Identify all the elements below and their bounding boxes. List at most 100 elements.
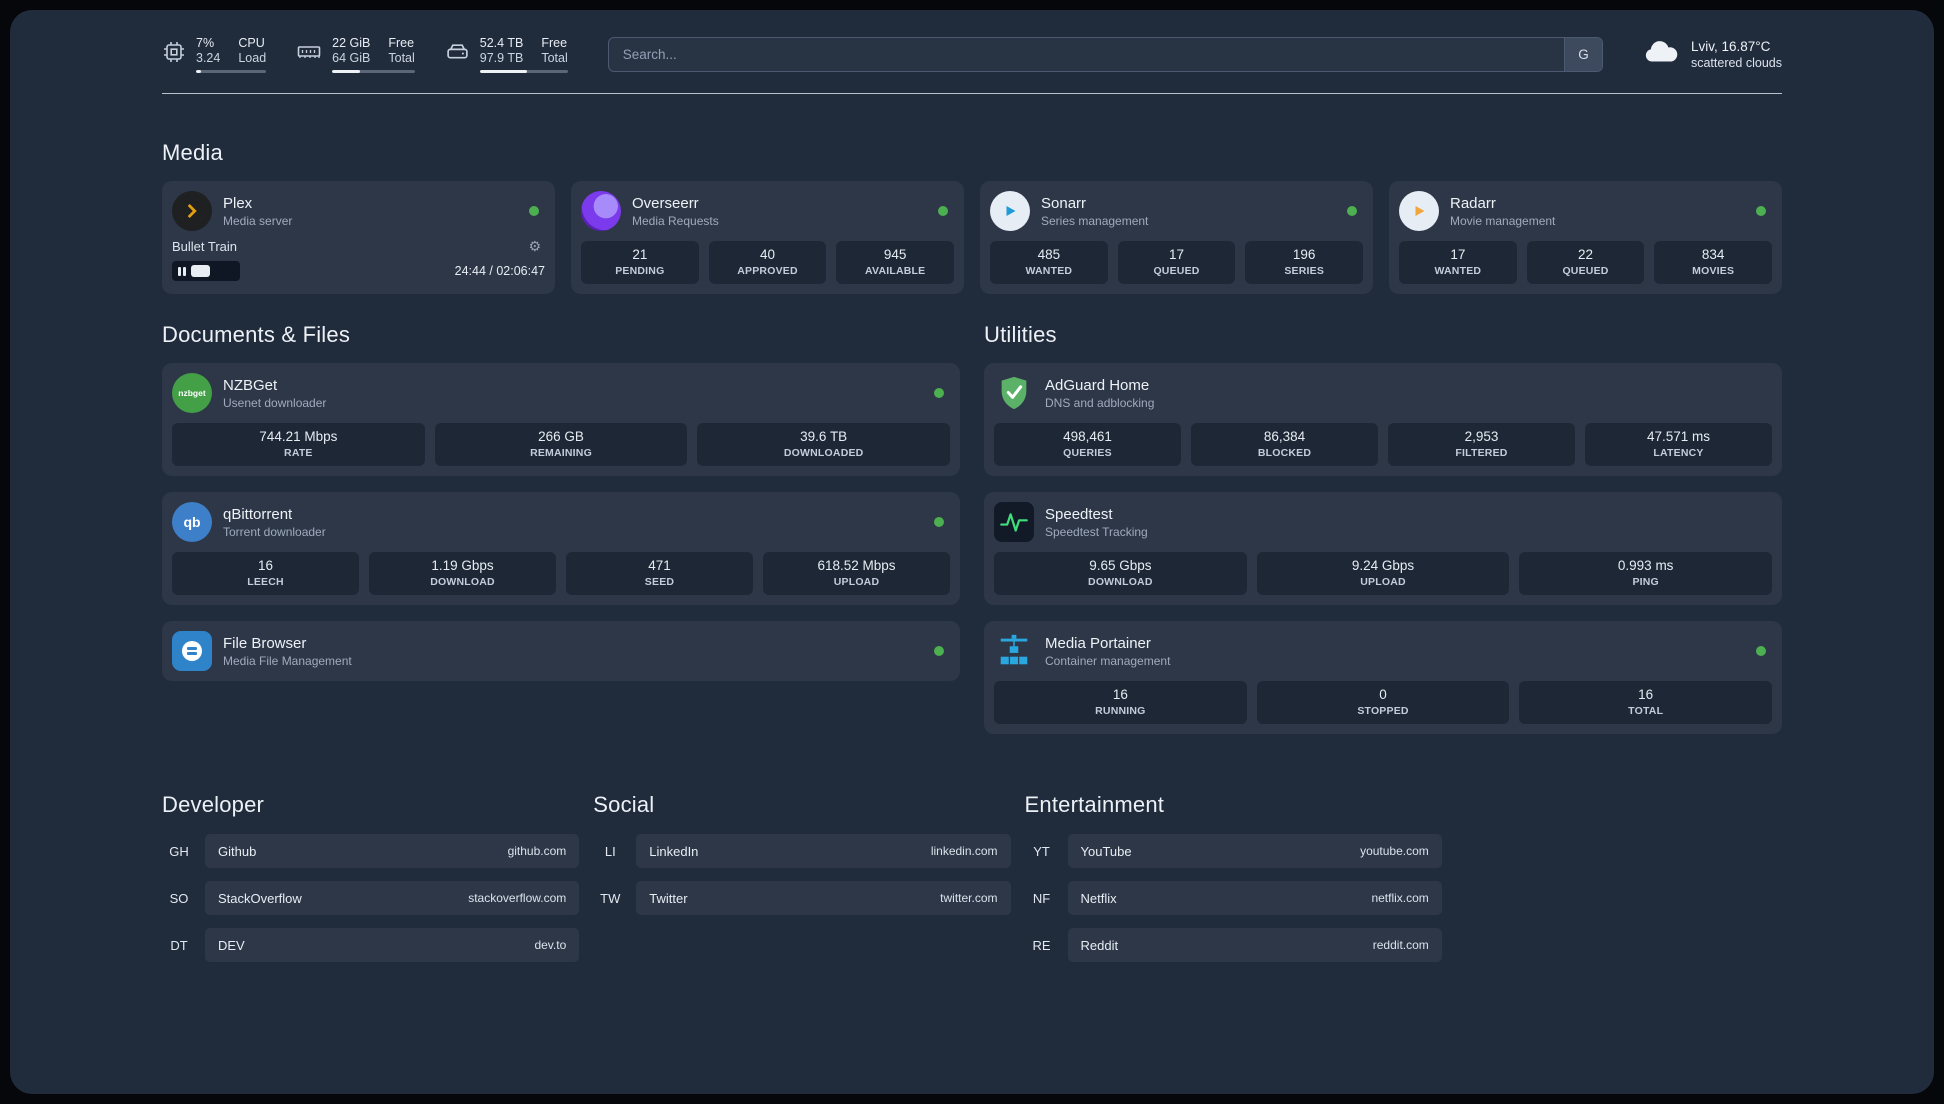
bookmark-dev[interactable]: DT DEV dev.to [162,928,580,962]
bookmark-reddit[interactable]: RE Reddit reddit.com [1025,928,1442,962]
stat-label: DOWNLOAD [1088,576,1153,588]
stat-label: BLOCKED [1257,447,1312,459]
sonarr-icon [990,191,1030,231]
stat-tile: 40 APPROVED [708,241,827,284]
stat-value: 834 [1701,247,1725,262]
section-title-documents: Documents & Files [162,322,351,347]
pause-button[interactable] [172,261,240,281]
filebrowser-icon [172,631,212,671]
card-qbittorrent[interactable]: qb qBittorrent Torrent downloader 16 LEE… [162,492,960,605]
gear-icon[interactable]: ⚙ [528,238,541,254]
progress-track[interactable] [190,265,235,277]
bookmark-group-title: Entertainment [1024,792,1165,817]
stat-label: STOPPED [1357,705,1409,717]
bookmark-netflix[interactable]: NF Netflix netflix.com [1025,881,1442,915]
stat-tile: 21 PENDING [581,241,699,284]
stat-label: DOWNLOADED [783,447,864,459]
app-name: Radarr [1450,194,1496,212]
disk-widget: 52.4 TB 97.9 TB Free Total [445,36,568,73]
stat-value: 0 [1379,687,1387,702]
card-filebrowser[interactable]: File Browser Media File Management [162,621,960,681]
bookmark-name: YouTube [1080,843,1132,859]
bookmark-url: stackoverflow.com [468,891,567,905]
stat-tile: 17 WANTED [1399,241,1517,284]
radarr-icon [1399,191,1439,231]
disk-values: 52.4 TB 97.9 TB [480,36,524,66]
card-nzbget[interactable]: nzbget NZBGet Usenet downloader 744.21 M… [162,363,960,476]
app-description: Series management [1041,213,1149,228]
disk-total-value: 97.9 TB [479,51,524,65]
card-overseerr[interactable]: Overseerr Media Requests 21 PENDING 40 A… [571,181,964,294]
app-name: Plex [223,194,253,212]
card-sonarr[interactable]: Sonarr Series management 485 WANTED 17 Q… [980,181,1373,294]
stat-tile: 39.6 TB DOWNLOADED [697,423,951,466]
app-name: NZBGet [223,376,278,394]
app-name: Sonarr [1041,194,1087,212]
stat-value: 21 [632,247,648,262]
bookmark-abbr: DT [170,937,188,953]
disk-labels: Free Total [541,36,567,66]
stat-value: 86,384 [1263,429,1306,444]
nzbget-icon: nzbget [172,373,212,413]
cloud-icon [1643,39,1679,71]
card-radarr[interactable]: Radarr Movie management 17 WANTED 22 QUE… [1389,181,1782,294]
pause-icon [178,266,186,276]
stat-tile: 471 SEED [566,552,753,595]
memory-labels: Free Total [388,36,414,66]
stat-tile: 47.571 ms LATENCY [1585,423,1772,466]
bookmark-github[interactable]: GH Github github.com [162,834,580,868]
stat-value: 22 [1577,247,1594,262]
stat-tile: 9.65 Gbps DOWNLOAD [994,552,1247,595]
card-portainer[interactable]: Media Portainer Container management 16 … [984,621,1782,734]
card-plex[interactable]: Plex Media server Bullet Train ⚙ [162,181,555,294]
stat-label: WANTED [1025,265,1073,277]
app-description: Media server [223,213,293,228]
bookmark-linkedin[interactable]: LI LinkedIn linkedin.com [593,834,1011,868]
app-description: Speedtest Tracking [1045,524,1148,539]
bookmark-url: twitter.com [940,891,998,905]
stat-value: 16 [1112,687,1128,702]
bookmark-abbr: RE [1032,937,1051,953]
stat-label: FILTERED [1455,447,1508,459]
stat-tile: 196 SERIES [1245,241,1364,284]
adguard-icon [994,373,1034,413]
bookmark-twitter[interactable]: TW Twitter twitter.com [593,881,1011,915]
stat-tile: 22 QUEUED [1526,241,1645,284]
stat-value: 40 [759,247,776,262]
app-description: Media File Management [223,653,352,668]
stat-value: 485 [1037,247,1061,262]
disk-total-label: Total [541,51,568,65]
bookmark-url: netflix.com [1371,891,1429,905]
cpu-icon [162,40,186,69]
search-provider-button[interactable]: G [1563,38,1602,71]
status-dot [938,206,948,216]
qbittorrent-icon: qb [172,502,212,542]
bookmark-youtube[interactable]: YT YouTube youtube.com [1025,834,1442,868]
stat-tile: 485 WANTED [990,241,1108,284]
weather-widget: Lviv, 16.87°C scattered clouds [1643,39,1782,71]
memory-free-value: 22 GiB [332,36,371,50]
overseerr-icon [581,191,621,231]
bookmark-name: Reddit [1080,937,1119,953]
disk-icon [445,40,470,70]
bookmark-group-title: Social [593,792,655,817]
app-name: qBittorrent [223,505,293,523]
cpu-percent: 7% [196,36,215,50]
cpu-labels: CPU Load [238,36,266,66]
app-description: DNS and adblocking [1045,395,1155,410]
stat-tile: 86,384 BLOCKED [1191,423,1378,466]
memory-total-value: 64 GiB [332,51,371,65]
search-input[interactable] [608,38,1564,71]
bookmark-abbr: SO [169,890,189,906]
stat-value: 9.24 Gbps [1351,558,1415,573]
card-adguard[interactable]: AdGuard Home DNS and adblocking 498,461 … [984,363,1782,476]
bookmark-name: LinkedIn [649,843,699,859]
card-speedtest[interactable]: Speedtest Speedtest Tracking 9.65 Gbps D… [984,492,1782,605]
bookmark-stackoverflow[interactable]: SO StackOverflow stackoverflow.com [162,881,580,915]
stat-label: TOTAL [1628,705,1664,717]
playback-time: 24:44 / 02:06:47 [454,264,545,278]
stat-tile: 744.21 Mbps RATE [172,423,425,466]
stat-label: APPROVED [737,265,798,277]
memory-bar [332,70,415,73]
stat-tile: 945 AVAILABLE [836,241,955,284]
